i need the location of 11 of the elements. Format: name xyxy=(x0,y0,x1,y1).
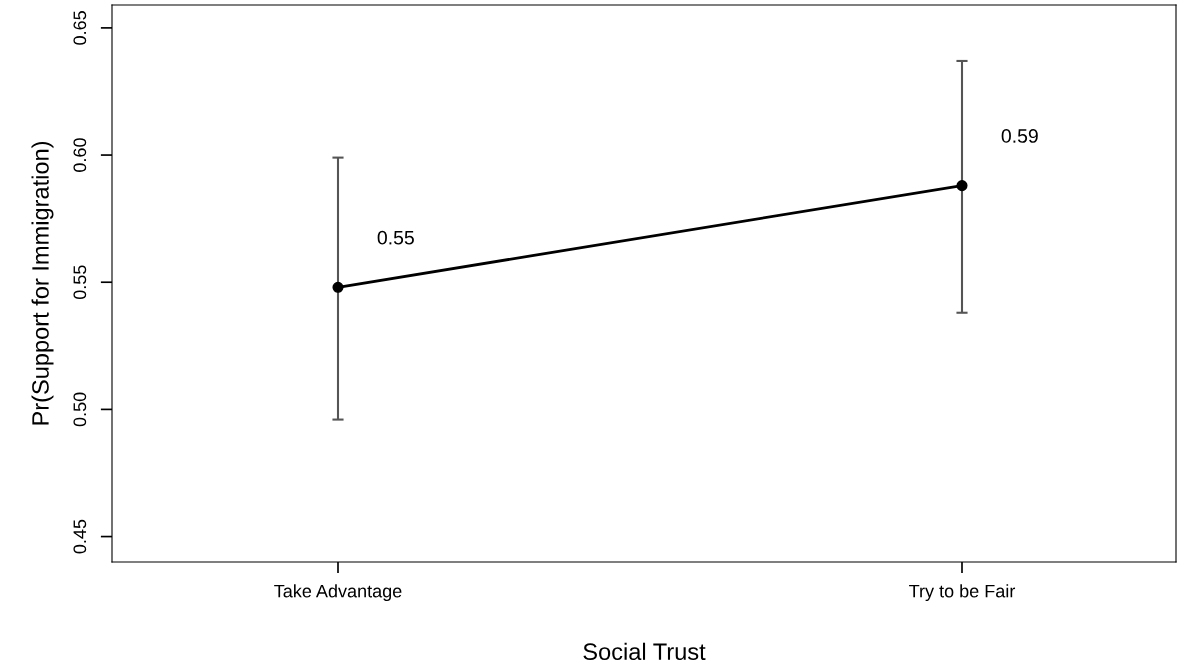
y-tick-label: 0.50 xyxy=(73,392,87,427)
y-tick-label: 0.45 xyxy=(73,519,87,554)
y-tick-label: 0.65 xyxy=(73,11,87,45)
x-tick-label: Try to be Fair xyxy=(909,584,1016,602)
y-tick-label: 0.55 xyxy=(73,265,87,300)
x-axis-title: Social Trust xyxy=(583,642,706,661)
data-label: 0.55 xyxy=(377,230,414,245)
data-label: 0.59 xyxy=(1001,129,1038,143)
x-tick-label: Take Advantage xyxy=(274,584,402,602)
y-tick-label: 0.60 xyxy=(73,138,87,172)
y-axis-title: Pr(Support for Immigration) xyxy=(31,141,54,425)
